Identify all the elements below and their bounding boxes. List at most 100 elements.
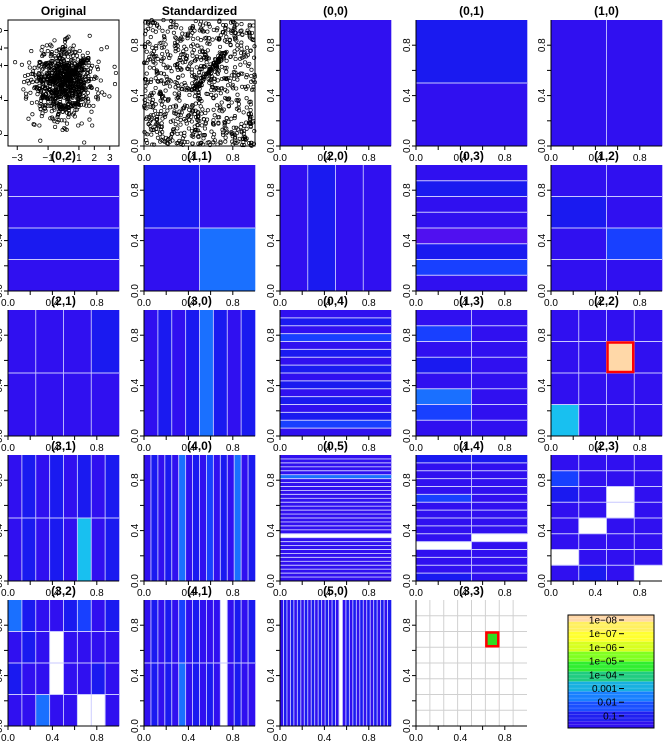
heatmap-cell xyxy=(164,663,173,727)
panel-7: (2,0)0.00.00.40.40.80.8 xyxy=(266,149,392,309)
heatmap-cell xyxy=(634,549,663,566)
scatter-point xyxy=(53,124,58,129)
scatter-point xyxy=(176,95,181,100)
heatmap-cell xyxy=(280,470,392,475)
scatter-point xyxy=(148,23,153,28)
colorbar-label: 1e−07 xyxy=(589,629,618,640)
scatter-point xyxy=(224,65,229,70)
scatter-point xyxy=(202,52,207,57)
scatter-point xyxy=(59,63,64,68)
scatter-point xyxy=(153,76,158,81)
scatter-point xyxy=(142,105,147,110)
scatter-point xyxy=(179,67,184,72)
scatter-point xyxy=(95,67,101,72)
panel-title: (0,1) xyxy=(459,4,484,18)
y-tick-label: 0.0 xyxy=(266,139,277,153)
x-tick-label: 0.4 xyxy=(317,153,331,164)
scatter-point xyxy=(174,141,179,146)
panel-4: (1,0) 0.00.0 0.4 0.4 0.8 0.8 xyxy=(537,4,663,164)
panel-title: (1,0) xyxy=(594,4,619,18)
scatter-point xyxy=(171,118,176,123)
heatmap-cell xyxy=(471,325,528,342)
scatter-point xyxy=(40,44,45,49)
scatter-point xyxy=(72,114,77,119)
scatter-point xyxy=(221,54,226,59)
heatmap-cell xyxy=(91,631,106,664)
heatmap-cell xyxy=(373,600,378,727)
heatmap-cell xyxy=(606,228,663,260)
scatter-point xyxy=(150,28,155,33)
x-tick-label: 0.4 xyxy=(588,588,602,599)
scatter-point xyxy=(33,84,38,89)
scatter-point xyxy=(182,140,187,145)
scatter-point xyxy=(211,61,217,66)
panel-1: Standardized 0.0 0.4 0.8 0.0 0.4 0.8 xyxy=(130,4,257,164)
y-tick-label: 0.8 xyxy=(537,328,548,342)
scatter-point xyxy=(98,78,103,83)
heatmap-cell xyxy=(578,310,607,342)
colorbar-swatch xyxy=(568,691,654,696)
heatmap-cell xyxy=(227,663,235,727)
scatter-point xyxy=(234,38,239,43)
scatter-point xyxy=(250,120,255,125)
scatter-point xyxy=(159,71,164,76)
panel-title: (1,2) xyxy=(594,149,619,163)
panel-8: (0,3)0.00.00.40.40.80.8 xyxy=(402,149,528,309)
scatter-point xyxy=(187,92,192,98)
colorbar-swatch xyxy=(568,648,654,652)
scatter-point xyxy=(37,83,42,88)
scatter-point xyxy=(195,36,200,41)
scatter-point xyxy=(199,123,204,128)
heatmap-cell xyxy=(227,455,235,582)
x-tick-label: 0.0 xyxy=(544,153,558,164)
scatter-point xyxy=(215,86,220,91)
scatter-point xyxy=(226,27,231,32)
heatmap-cell xyxy=(77,631,92,664)
x-tick-label: 0.4 xyxy=(45,298,59,309)
heatmap-cell xyxy=(164,600,173,664)
scatter-point xyxy=(53,86,59,91)
y-tick-label: 0.8 xyxy=(402,328,413,342)
x-tick-label: 0.0 xyxy=(137,443,151,454)
heatmap-cell xyxy=(280,537,392,542)
scatter-point xyxy=(159,124,165,129)
scatter-point xyxy=(51,68,56,73)
panel-22: (5,0)0.00.00.40.40.80.8 xyxy=(266,584,392,744)
scatter-point xyxy=(143,76,148,82)
heatmap-cell xyxy=(606,486,635,503)
scatter-point xyxy=(145,132,150,137)
scatter-point xyxy=(202,74,207,79)
y-tick-label: 0.0 xyxy=(537,429,548,443)
x-tick-label: 0.0 xyxy=(544,588,558,599)
scatter-point xyxy=(217,18,222,23)
heatmap-cell xyxy=(77,694,92,727)
scatter-point xyxy=(151,90,156,95)
scatter-point xyxy=(43,103,48,108)
panel-9: (1,2)0.00.00.40.40.80.8 xyxy=(537,149,663,309)
scatter-point xyxy=(83,60,88,65)
scatter-point xyxy=(206,77,211,82)
y-tick-label: 0.4 xyxy=(266,88,277,102)
heatmap-cell xyxy=(144,165,200,229)
x-tick-label: 0.0 xyxy=(1,443,15,454)
heatmap-cell xyxy=(359,600,364,727)
y-tick-label: 0.8 xyxy=(537,183,548,197)
heatmap-cell xyxy=(606,565,635,582)
scatter-point xyxy=(85,96,91,102)
y-tick-label: 3 xyxy=(0,27,5,33)
y-tick-label: 0.0 xyxy=(266,574,277,588)
y-tick-label: 0.8 xyxy=(130,183,141,197)
heatmap-cell xyxy=(8,631,23,664)
panel-title: (2,0) xyxy=(323,149,348,163)
scatter-point xyxy=(53,77,58,83)
heatmap-cell xyxy=(416,165,528,182)
x-tick-label: 0.4 xyxy=(453,443,467,454)
scatter-point xyxy=(94,75,99,80)
scatter-point xyxy=(244,75,249,80)
heatmap-cell xyxy=(578,565,607,582)
scatter-point xyxy=(169,131,174,136)
scatter-point xyxy=(58,105,63,110)
x-tick-label: 0.0 xyxy=(273,588,287,599)
scatter-point xyxy=(167,55,172,61)
scatter-point xyxy=(75,73,81,78)
